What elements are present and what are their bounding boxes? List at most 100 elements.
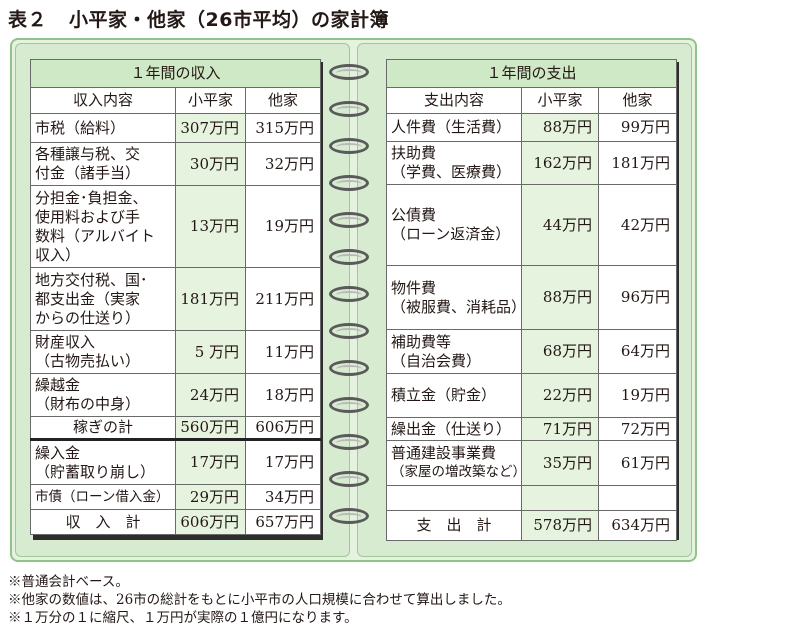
kodaira-value: 29万円 <box>175 484 246 510</box>
binder-ring <box>329 323 369 339</box>
kodaira-value: 17万円 <box>175 438 246 485</box>
kodaira-value: 30万円 <box>175 142 246 186</box>
binder-ring <box>329 286 369 302</box>
row-label-line: 扶助費 <box>391 144 437 162</box>
row-label-line: 財産収入 <box>35 333 96 351</box>
kodaira-value: 24万円 <box>175 373 246 417</box>
kodaira-value: 307万円 <box>175 113 246 143</box>
row-label: 各種譲与税、交 付金（諸手当） <box>30 142 176 186</box>
table-row: 市税（給料） 307万円 315万円 <box>30 113 322 143</box>
row-label: 繰越金 （財布の中身） <box>30 373 176 417</box>
others-value: 72万円 <box>597 417 678 441</box>
table-row: 市債（ローン借入金） 29万円 34万円 <box>30 484 322 510</box>
row-label: 市債（ローン借入金） <box>30 484 176 510</box>
kodaira-value: 181万円 <box>175 267 246 331</box>
row-label-line: 数料（アルバイト <box>35 226 155 245</box>
table-row: 稼ぎの計 560万円 606万円 <box>30 416 322 440</box>
table-row: 繰入金 （貯蓄取り崩し） 17万円 17万円 <box>30 438 322 485</box>
row-label <box>386 485 522 511</box>
others-value: 61万円 <box>597 440 678 486</box>
kodaira-value <box>521 485 599 511</box>
table-row: 財産収入 （古物売払い） 5 万円 11万円 <box>30 330 322 374</box>
binder-ring <box>329 212 369 228</box>
total-label: 支 出 計 <box>386 510 522 541</box>
table-row: 扶助費 （学費、医療費） 162万円 181万円 <box>386 141 678 185</box>
table-row: 地方交付税、国･ 都支出金（実家 からの仕送り） 181万円 211万円 <box>30 267 322 331</box>
row-label-line: （被服費、消耗品） <box>391 297 522 316</box>
others-value: 17万円 <box>244 438 322 485</box>
row-label-line: 使用料および手 <box>35 207 141 226</box>
row-label-line: 収入） <box>35 245 81 264</box>
row-label: 分担金･負担金、 使用料および手 数料（アルバイト 収入） <box>30 185 176 268</box>
binder-ring <box>329 138 369 154</box>
table-row: 繰越金 （財布の中身） 24万円 18万円 <box>30 373 322 417</box>
row-label: 財産収入 （古物売払い） <box>30 330 176 374</box>
row-label-line: 市債（ローン借入金） <box>35 488 170 505</box>
table-row: 各種譲与税、交 付金（諸手当） 30万円 32万円 <box>30 142 322 186</box>
footnote: ※他家の数値は、26市の総計をもとに小平市の人口規模に合わせて算出しました。 <box>8 592 511 608</box>
table-row: 人件費（生活費） 88万円 99万円 <box>386 113 678 142</box>
row-label-line: （家屋の増改築など） <box>391 464 522 480</box>
others-value: 606万円 <box>244 416 322 440</box>
others-value: 211万円 <box>244 267 322 331</box>
row-label-line: （財布の中身） <box>35 395 141 413</box>
row-label-line: 公債費 <box>391 206 437 224</box>
total-label: 収 入 計 <box>30 509 176 535</box>
total-row: 収 入 計 606万円 657万円 <box>30 509 322 535</box>
row-label: 物件費 （被服費、消耗品） <box>386 265 522 330</box>
table-heading: １年間の支出 <box>385 59 678 88</box>
others-value: 18万円 <box>244 373 322 417</box>
others-total: 634万円 <box>597 510 678 541</box>
others-value: 42万円 <box>597 184 678 266</box>
table-heading-row: １年間の支出 <box>385 59 678 88</box>
table-title-text: 小平家・他家（26市平均）の家計簿 <box>69 9 389 31</box>
row-label-line: 分担金･負担金、 <box>35 188 148 207</box>
binder-ring <box>329 101 369 117</box>
row-label-line: 繰入金 <box>35 443 81 462</box>
row-label-line: 各種譲与税、交 <box>35 145 141 163</box>
binder-ring <box>329 508 369 524</box>
kodaira-value: 71万円 <box>521 417 599 441</box>
binder-ring <box>329 471 369 487</box>
row-label-line: （貯蓄取り崩し） <box>35 462 156 481</box>
footnote: ※普通会計ベース。 <box>8 574 129 590</box>
others-value: 19万円 <box>244 185 322 268</box>
binder-ring <box>329 249 369 265</box>
row-label: 稼ぎの計 <box>30 416 176 440</box>
row-label-line: （古物売払い） <box>35 352 141 370</box>
row-label-line: 市税（給料） <box>35 118 126 137</box>
table-row: 分担金･負担金、 使用料および手 数料（アルバイト 収入） 13万円 19万円 <box>30 185 322 268</box>
row-label-line: 普通建設事業費 <box>391 444 497 462</box>
row-label-line: 地方交付税、国･ <box>35 270 148 289</box>
table-row: 繰出金（仕送り） 71万円 72万円 <box>386 417 678 441</box>
table-row: 積立金（貯金） 22万円 19万円 <box>386 373 678 418</box>
column-header-row: 支出内容 小平家 他家 <box>386 87 678 114</box>
item-column-header: 支出内容 <box>386 87 522 114</box>
kodaira-value: 88万円 <box>521 265 599 330</box>
row-label: 地方交付税、国･ 都支出金（実家 からの仕送り） <box>30 267 176 331</box>
table-heading: １年間の収入 <box>29 59 322 88</box>
row-label: 補助費等 （自治会費） <box>386 329 522 374</box>
row-label-line: （自治会費） <box>391 351 482 370</box>
table-row: 補助費等 （自治会費） 68万円 64万円 <box>386 329 678 374</box>
kodaira-value: 35万円 <box>521 440 599 486</box>
row-label: 積立金（貯金） <box>386 373 522 418</box>
footnotes: ※普通会計ベース。 ※他家の数値は、26市の総計をもとに小平市の人口規模に合わせ… <box>8 573 511 627</box>
kodaira-value: 13万円 <box>175 185 246 268</box>
income-table: １年間の収入 収入内容 小平家 他家 市税（給料） 307万円 315万円 各種譲与税、交 付金… <box>29 59 322 535</box>
others-value <box>597 485 678 511</box>
row-label-line: 付金（諸手当） <box>35 164 141 182</box>
others-value: 34万円 <box>244 484 322 510</box>
item-column-header: 収入内容 <box>30 87 176 114</box>
row-label-line: 人件費（生活費） <box>391 118 512 136</box>
binder-ring <box>329 175 369 191</box>
others-value: 19万円 <box>597 373 678 418</box>
kodaira-column-header: 小平家 <box>521 87 599 114</box>
binder-ring <box>329 397 369 413</box>
others-value: 11万円 <box>244 330 322 374</box>
binder-ring <box>329 434 369 450</box>
table-number: 表２ <box>8 9 48 31</box>
kodaira-value: 22万円 <box>521 373 599 418</box>
others-value: 32万円 <box>244 142 322 186</box>
row-label: 市税（給料） <box>30 113 176 143</box>
